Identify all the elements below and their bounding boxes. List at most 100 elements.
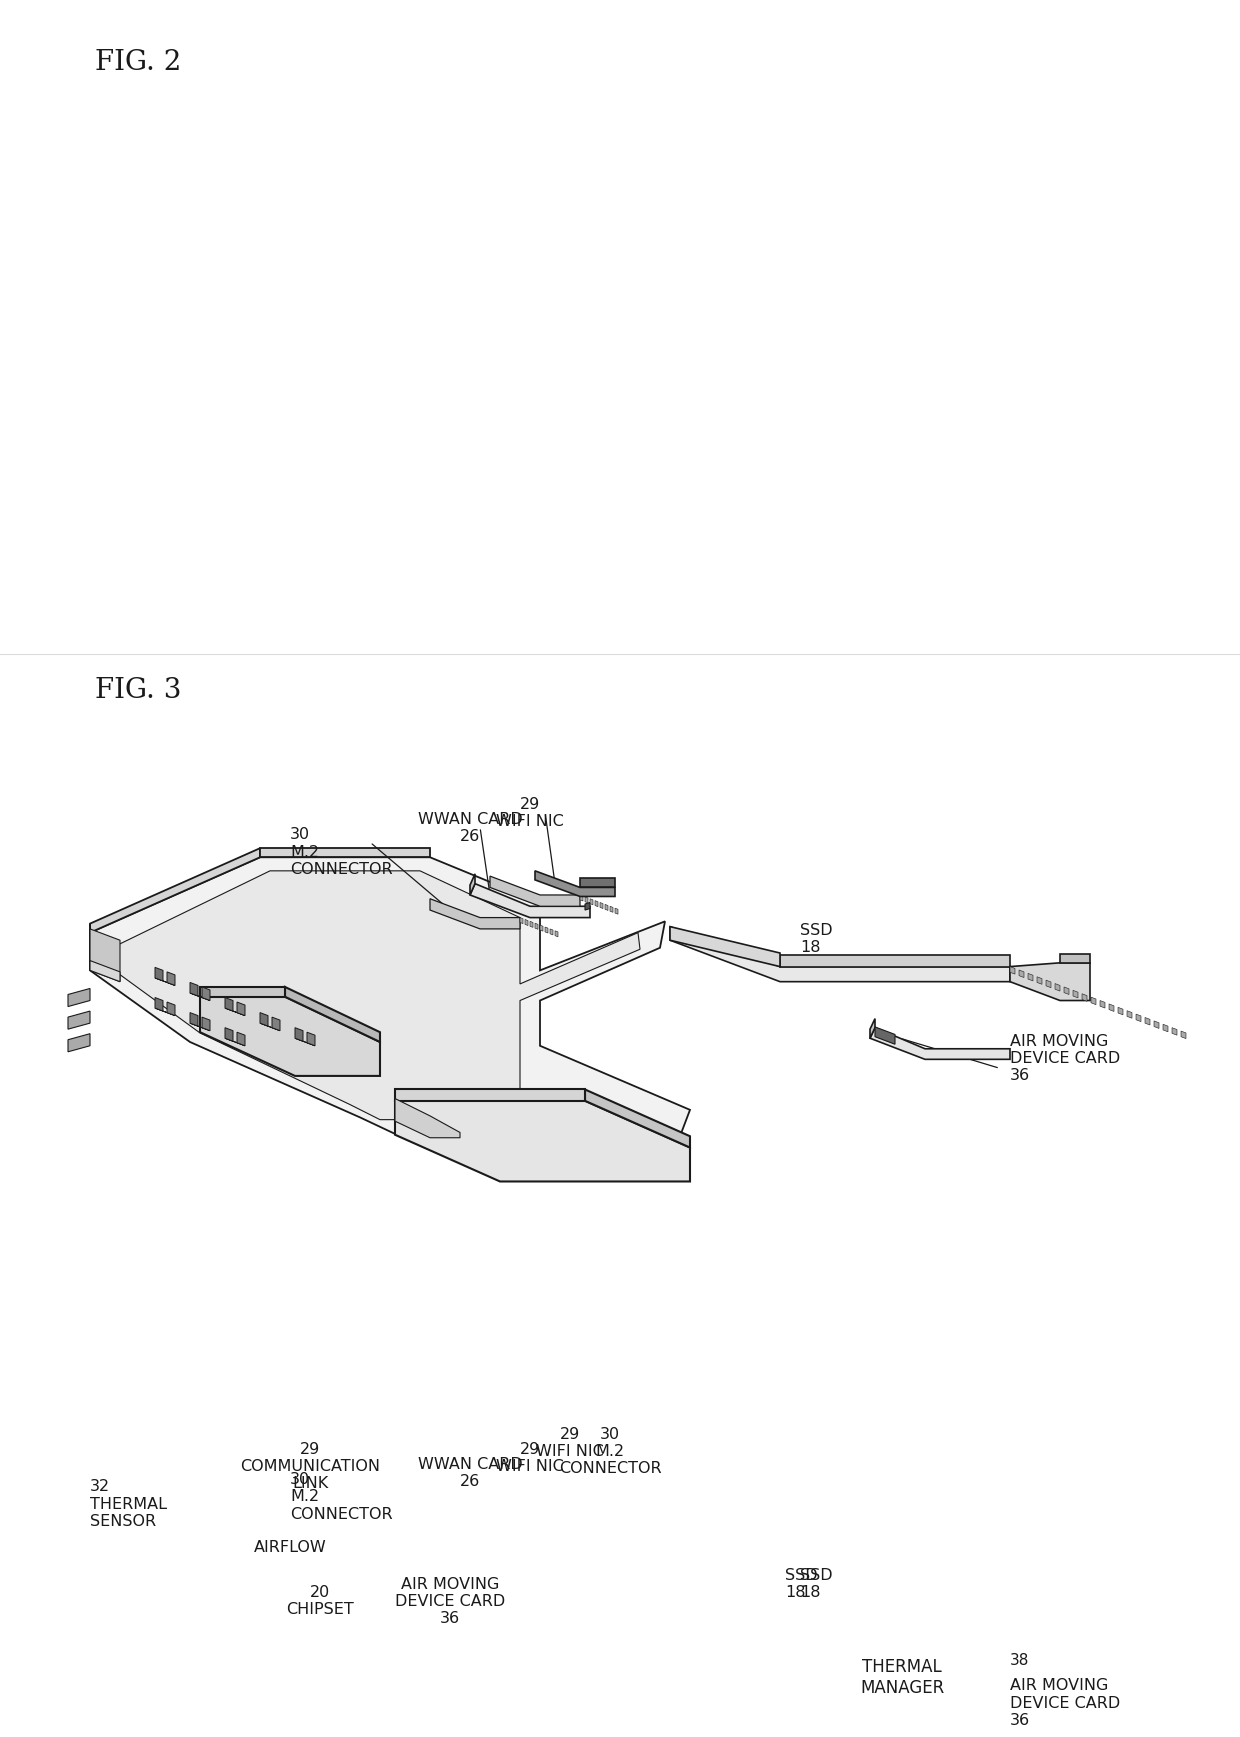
Text: SSD
18: SSD 18 — [785, 1567, 817, 1600]
Polygon shape — [1100, 1645, 1105, 1652]
Polygon shape — [202, 1662, 210, 1674]
Polygon shape — [1127, 1011, 1132, 1018]
Polygon shape — [870, 1664, 875, 1683]
Polygon shape — [585, 903, 590, 910]
Text: FIG. 2: FIG. 2 — [95, 49, 181, 76]
Polygon shape — [224, 997, 233, 1011]
Text: AIRFLOW: AIRFLOW — [254, 1539, 326, 1555]
Polygon shape — [1118, 1007, 1123, 1014]
Text: 29
WIFI NIC: 29 WIFI NIC — [496, 1442, 564, 1475]
Polygon shape — [875, 1671, 895, 1688]
Polygon shape — [1064, 987, 1069, 995]
Polygon shape — [1028, 973, 1033, 981]
Polygon shape — [155, 1652, 175, 1661]
Polygon shape — [295, 1028, 303, 1040]
Polygon shape — [605, 905, 608, 910]
Polygon shape — [1172, 1028, 1177, 1035]
Polygon shape — [202, 1018, 210, 1030]
Polygon shape — [68, 1678, 91, 1697]
Text: AIR MOVING
DEVICE CARD
36: AIR MOVING DEVICE CARD 36 — [394, 1577, 505, 1626]
Polygon shape — [167, 1617, 175, 1629]
Polygon shape — [260, 1492, 430, 1503]
Polygon shape — [285, 987, 379, 1042]
Polygon shape — [1145, 1662, 1149, 1669]
Polygon shape — [167, 1002, 175, 1016]
Polygon shape — [580, 1539, 583, 1546]
Polygon shape — [1100, 1001, 1105, 1007]
Polygon shape — [396, 1734, 585, 1737]
Polygon shape — [1180, 1032, 1185, 1039]
Polygon shape — [1073, 1635, 1078, 1643]
Polygon shape — [590, 1544, 593, 1549]
Polygon shape — [224, 1028, 233, 1040]
Polygon shape — [470, 884, 590, 917]
Polygon shape — [200, 987, 285, 997]
Polygon shape — [580, 879, 615, 888]
Polygon shape — [190, 1668, 210, 1674]
Polygon shape — [91, 858, 689, 1136]
Polygon shape — [190, 1023, 210, 1030]
Polygon shape — [1011, 962, 1090, 1001]
Polygon shape — [1011, 1612, 1016, 1619]
Polygon shape — [295, 1683, 315, 1690]
Polygon shape — [551, 929, 553, 935]
Polygon shape — [430, 898, 520, 929]
Text: 29
WIFI NIC: 29 WIFI NIC — [496, 797, 564, 829]
Polygon shape — [1172, 1673, 1177, 1680]
Polygon shape — [91, 1574, 120, 1626]
Polygon shape — [295, 1039, 315, 1046]
Text: 30
M.2
CONNECTOR: 30 M.2 CONNECTOR — [290, 827, 393, 877]
Polygon shape — [1037, 976, 1042, 985]
Text: AIR MOVING
DEVICE CARD
36: AIR MOVING DEVICE CARD 36 — [1011, 1034, 1120, 1084]
Polygon shape — [308, 1676, 315, 1690]
Polygon shape — [155, 1622, 175, 1629]
Polygon shape — [224, 1652, 246, 1661]
Polygon shape — [529, 1567, 533, 1572]
Polygon shape — [237, 1002, 246, 1016]
Polygon shape — [615, 1553, 618, 1558]
Polygon shape — [1118, 1652, 1123, 1659]
Polygon shape — [1127, 1655, 1132, 1662]
Polygon shape — [595, 900, 598, 907]
Polygon shape — [605, 1549, 608, 1555]
Polygon shape — [1047, 980, 1052, 988]
Polygon shape — [1028, 1619, 1033, 1626]
Polygon shape — [670, 1572, 780, 1612]
Polygon shape — [430, 1544, 520, 1574]
Polygon shape — [1064, 1631, 1069, 1640]
Polygon shape — [167, 1647, 175, 1661]
Polygon shape — [520, 1562, 523, 1569]
Polygon shape — [396, 1101, 689, 1181]
Polygon shape — [260, 848, 430, 858]
Polygon shape — [580, 895, 583, 902]
Text: 30
M.2
CONNECTOR: 30 M.2 CONNECTOR — [290, 1471, 393, 1522]
Polygon shape — [237, 1032, 246, 1046]
Polygon shape — [610, 1551, 613, 1556]
Polygon shape — [670, 926, 1011, 981]
Polygon shape — [670, 1572, 1011, 1626]
Polygon shape — [155, 968, 162, 981]
Polygon shape — [546, 928, 548, 933]
Text: 32
THERMAL
SENSOR: 32 THERMAL SENSOR — [91, 1480, 167, 1529]
Polygon shape — [112, 1515, 640, 1737]
Polygon shape — [308, 1032, 315, 1046]
Polygon shape — [91, 1503, 689, 1737]
Polygon shape — [534, 870, 615, 896]
Polygon shape — [600, 903, 603, 908]
Text: FIG. 3: FIG. 3 — [95, 677, 181, 703]
Text: 20
CHIPSET: 20 CHIPSET — [286, 1584, 353, 1617]
Polygon shape — [260, 1668, 280, 1674]
Polygon shape — [68, 1655, 91, 1674]
Polygon shape — [590, 898, 593, 905]
Polygon shape — [91, 848, 260, 933]
Polygon shape — [260, 1023, 280, 1030]
Polygon shape — [68, 988, 91, 1006]
Polygon shape — [190, 994, 210, 1001]
Polygon shape — [1091, 1641, 1096, 1650]
Polygon shape — [68, 1633, 91, 1652]
Text: WWAN CARD
26: WWAN CARD 26 — [418, 1457, 522, 1489]
Polygon shape — [190, 1013, 198, 1027]
Polygon shape — [1163, 1025, 1168, 1032]
Polygon shape — [295, 1673, 303, 1687]
Polygon shape — [190, 1638, 210, 1645]
